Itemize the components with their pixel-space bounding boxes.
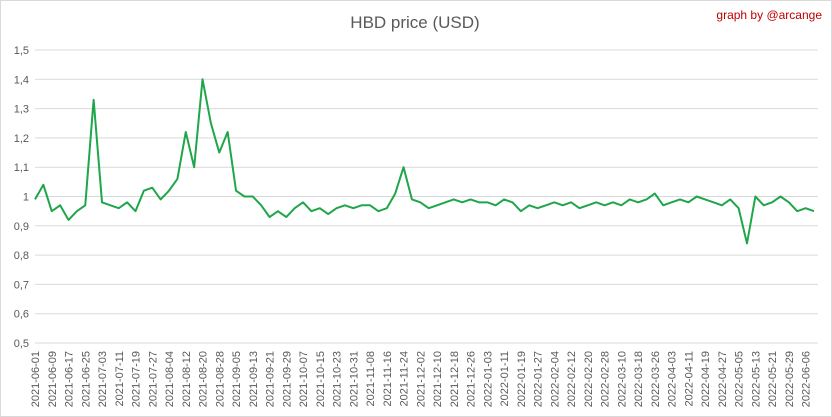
y-tick-label: 0,6 xyxy=(14,309,29,321)
x-tick-label: 2021-11-16 xyxy=(382,351,394,406)
x-tick-label: 2022-01-27 xyxy=(533,351,545,407)
x-tick-label: 2021-12-26 xyxy=(466,351,478,407)
x-tick-label: 2021-09-29 xyxy=(281,351,293,407)
x-tick-label: 2022-05-21 xyxy=(767,351,779,407)
x-tick-label: 2022-01-19 xyxy=(516,351,528,407)
x-tick-label: 2021-09-13 xyxy=(248,351,260,407)
y-tick-label: 1,5 xyxy=(14,45,29,57)
x-tick-label: 2022-02-28 xyxy=(600,351,612,407)
x-tick-label: 2021-11-24 xyxy=(399,351,411,406)
credit: graph by @arcange xyxy=(716,8,822,22)
x-tick-label: 2022-05-29 xyxy=(784,351,796,407)
x-tick-label: 2021-08-28 xyxy=(214,351,226,407)
x-tick-label: 2021-08-04 xyxy=(164,351,176,407)
x-tick-label: 2021-06-17 xyxy=(64,351,76,407)
y-tick-label: 1,3 xyxy=(14,104,29,116)
x-tick-label: 2021-06-25 xyxy=(80,351,92,407)
x-tick-label: 2022-03-10 xyxy=(616,351,628,407)
x-tick-label: 2022-03-26 xyxy=(650,351,662,407)
x-tick-label: 2021-10-15 xyxy=(315,351,327,407)
chart-title: HBD price (USD) xyxy=(350,13,479,32)
x-tick-label: 2021-09-05 xyxy=(231,351,243,407)
x-tick-label: 2022-03-18 xyxy=(633,351,645,407)
x-tick-label: 2021-09-21 xyxy=(265,351,277,407)
x-tick-label: 2021-07-11 xyxy=(114,351,126,406)
x-tick-label: 2021-10-07 xyxy=(298,351,310,407)
x-tick-label: 2022-05-13 xyxy=(750,351,762,407)
x-tick-label: 2021-12-18 xyxy=(449,351,461,407)
y-tick-label: 0,7 xyxy=(14,279,29,291)
y-tick-label: 0,8 xyxy=(14,250,29,262)
x-tick-label: 2022-04-19 xyxy=(700,351,712,407)
x-tick-label: 2022-05-05 xyxy=(734,351,746,407)
y-tick-label: 1,2 xyxy=(14,133,29,145)
y-tick-label: 1,1 xyxy=(14,162,29,174)
y-tick-label: 0,9 xyxy=(14,221,29,233)
x-tick-label: 2021-10-23 xyxy=(332,351,344,407)
price-line xyxy=(34,78,815,245)
x-tick-label: 2021-06-09 xyxy=(47,351,59,407)
x-tick-label: 2021-07-27 xyxy=(147,351,159,407)
y-tick-label: 0,5 xyxy=(14,338,29,350)
x-tick-label: 2022-01-11 xyxy=(499,351,511,406)
x-tick-label: 2022-02-12 xyxy=(566,351,578,407)
y-tick-label: 1,4 xyxy=(14,74,29,86)
x-tick-label: 2022-02-20 xyxy=(583,351,595,407)
x-tick-label: 2021-07-19 xyxy=(131,351,143,407)
x-tick-label: 2021-07-03 xyxy=(97,351,109,407)
x-tick-label: 2022-04-11 xyxy=(683,351,695,406)
x-tick-label: 2021-12-10 xyxy=(432,351,444,407)
x-tick-label: 2022-02-04 xyxy=(549,351,561,407)
x-tick-label: 2022-04-03 xyxy=(667,351,679,407)
y-tick-label: 1 xyxy=(23,192,29,204)
x-tick-label: 2022-06-06 xyxy=(801,351,813,407)
x-tick-label: 2021-08-12 xyxy=(181,351,193,407)
x-tick-label: 2021-10-31 xyxy=(348,351,360,407)
x-tick-label: 2021-06-01 xyxy=(30,351,42,407)
x-tick-label: 2021-12-02 xyxy=(415,351,427,407)
x-tick-label: 2022-01-03 xyxy=(482,351,494,407)
x-tick-label: 2021-08-20 xyxy=(198,351,210,407)
x-tick-label: 2022-04-27 xyxy=(717,351,729,407)
x-tick-label: 2021-11-08 xyxy=(365,351,377,406)
